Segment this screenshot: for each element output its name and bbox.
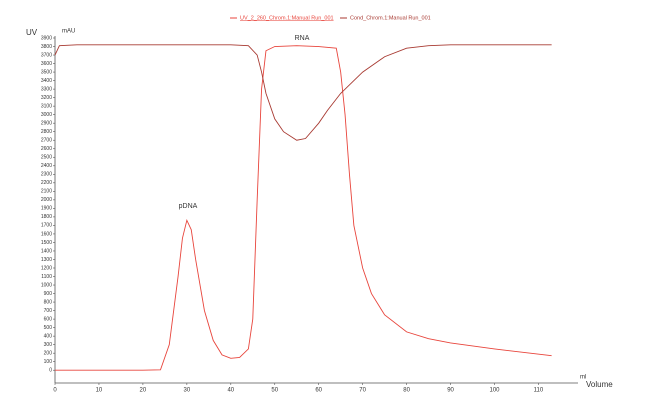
- legend-entry: Cond_Chrom.1:Manual Run_001: [350, 15, 431, 21]
- y-tick-label: 3500: [41, 69, 52, 75]
- y-tick-label: 3100: [41, 103, 52, 109]
- y-tick-label: 900: [44, 291, 53, 297]
- y-tick-label: 3600: [41, 61, 52, 67]
- y-tick-label: 2700: [41, 138, 52, 144]
- y-tick-label: 1300: [41, 257, 52, 263]
- x-tick-label: 0: [53, 388, 57, 394]
- y-tick-label: 2000: [41, 197, 52, 203]
- x-tick-label: 100: [489, 388, 500, 394]
- legend-entry: UV_2_260_Chrom.1:Manual Run_001: [240, 15, 334, 21]
- y-tick-label: 2600: [41, 146, 52, 152]
- y-label: UV: [26, 28, 38, 37]
- x-tick-label: 20: [140, 388, 147, 394]
- x-tick-label: 30: [184, 388, 191, 394]
- y-tick-label: 1000: [41, 282, 52, 288]
- y-tick-label: 1200: [41, 265, 52, 271]
- y-tick-label: 2900: [41, 121, 52, 127]
- y-tick-label: 500: [44, 325, 53, 331]
- x-tick-label: 40: [227, 388, 234, 394]
- y-tick-label: 2500: [41, 155, 52, 161]
- series-line: [54, 44, 552, 141]
- x-tick-label: 70: [359, 388, 366, 394]
- y-tick-label: 300: [44, 342, 53, 348]
- y-tick-label: 700: [44, 308, 53, 314]
- x-tick-label: 10: [96, 388, 103, 394]
- y-tick-label: 2300: [41, 172, 52, 178]
- y-tick-label: 100: [44, 359, 53, 365]
- y-tick-label: 3300: [41, 86, 52, 92]
- x-tick-label: 60: [315, 388, 322, 394]
- y-tick-label: 3000: [41, 112, 52, 118]
- y-tick-label: 2400: [41, 163, 52, 169]
- y-tick-label: 2100: [41, 189, 52, 195]
- y-tick-label: 400: [44, 333, 53, 339]
- y-tick-label: 3900: [41, 35, 52, 41]
- y-tick-label: 1900: [41, 206, 52, 212]
- y-tick-label: 3800: [41, 44, 52, 50]
- x-tick-label: 90: [447, 388, 454, 394]
- y-tick-label: 3400: [41, 78, 52, 84]
- y-tick-label: 1100: [41, 274, 52, 280]
- annotation: RNA: [295, 35, 310, 42]
- y-tick-label: 1700: [41, 223, 52, 229]
- y-tick-label: 1500: [41, 240, 52, 246]
- y-tick-label: 2800: [41, 129, 52, 135]
- x-tick-label: 110: [534, 388, 544, 394]
- y-tick-label: 0: [49, 368, 52, 374]
- y-tick-label: 1600: [41, 231, 52, 237]
- y-tick-label: 3200: [41, 95, 52, 101]
- annotation: pDNA: [179, 203, 198, 210]
- x-tick-label: 80: [403, 388, 410, 394]
- x-tick-label: 50: [271, 388, 278, 394]
- y-tick-label: 1400: [41, 248, 52, 254]
- y-tick-label: 3700: [41, 52, 52, 58]
- y-tick-label: 600: [44, 316, 53, 322]
- x-unit: ml: [580, 375, 586, 381]
- series-line: [55, 45, 552, 371]
- y-tick-label: 200: [44, 351, 53, 357]
- y-tick-label: 2200: [41, 180, 52, 186]
- y-tick-label: 800: [44, 299, 53, 305]
- x-label: Volume: [586, 380, 613, 389]
- y-tick-label: 1800: [41, 214, 52, 220]
- y-unit: mAU: [62, 29, 75, 35]
